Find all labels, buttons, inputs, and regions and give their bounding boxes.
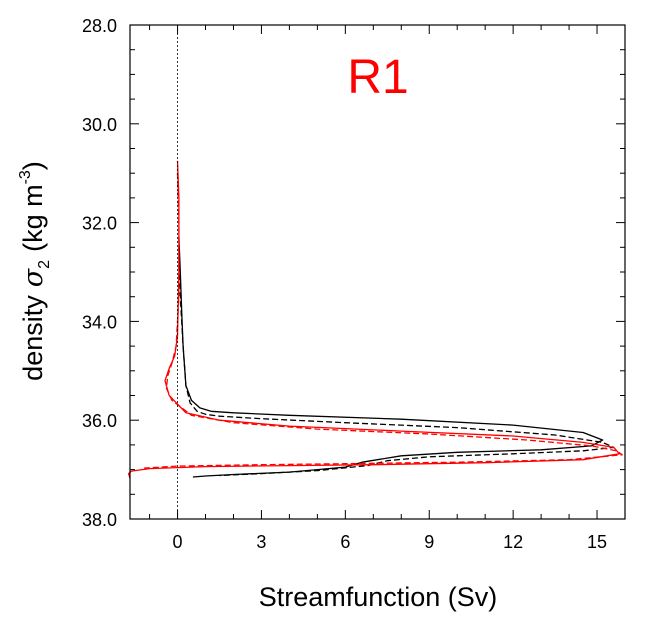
y-axis-label-units-close: ) [18,161,48,170]
y-tick-label: 28.0 [82,16,117,36]
axis-ticks [130,24,626,520]
x-tick-label: 3 [256,532,266,552]
y-tick-label: 36.0 [82,411,117,431]
y-axis-label-prefix: density [18,295,48,381]
y-tick-label: 38.0 [82,510,117,530]
y-tick-label: 30.0 [82,115,117,135]
panel-label: R1 [347,51,408,104]
y-axis-label-symbol: σ [18,267,49,287]
x-tick-label: 12 [503,532,523,552]
x-tick-label: 15 [587,532,607,552]
y-axis-label: density σ2 (kg m-3) [17,161,53,381]
series-line-4 [143,173,623,469]
series-layer [127,160,623,479]
tick-labels: 0 3 6 9 12 15 28.0 30.0 32.0 34.0 36.0 38.0 [82,16,607,552]
x-tick-label: 6 [340,532,350,552]
y-axis-label-units: (kg m [18,184,48,252]
x-tick-label: 9 [424,532,434,552]
y-axis-label-subscript: 2 [36,260,53,269]
series-line-2 [178,247,615,477]
y-axis-label-units-exponent: -3 [17,170,34,184]
y-tick-label: 34.0 [82,312,117,332]
x-axis-label: Streamfunction (Sv) [259,582,498,612]
x-tick-label: 0 [173,532,183,552]
series-line-3 [127,160,621,479]
y-tick-label: 32.0 [82,214,117,234]
